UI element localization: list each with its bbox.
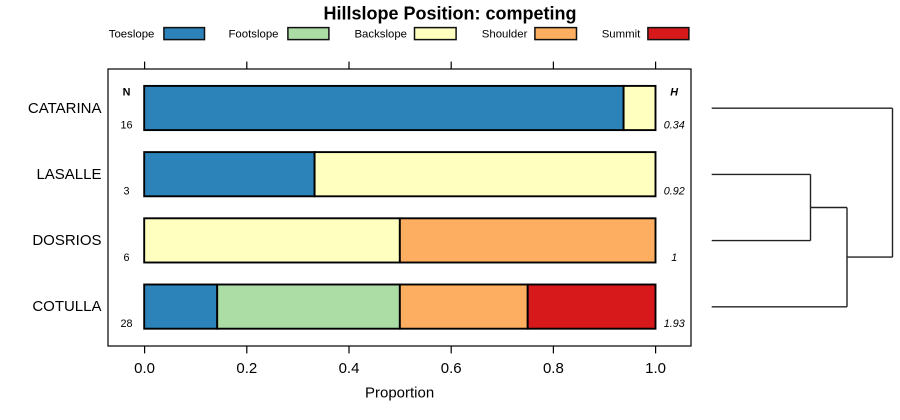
svg-text:Proportion: Proportion (365, 385, 434, 402)
svg-text:Footslope: Footslope (228, 29, 278, 41)
svg-text:6: 6 (123, 252, 129, 264)
svg-text:Backslope: Backslope (354, 29, 407, 41)
svg-text:N: N (123, 87, 131, 99)
svg-text:COTULLA: COTULLA (32, 298, 101, 315)
svg-text:1.0: 1.0 (645, 360, 666, 377)
svg-text:16: 16 (120, 119, 132, 131)
svg-text:1: 1 (671, 252, 677, 264)
svg-text:H: H (670, 87, 678, 99)
svg-text:0.34: 0.34 (664, 119, 685, 131)
svg-text:Shoulder: Shoulder (482, 29, 528, 41)
svg-text:28: 28 (120, 318, 132, 330)
svg-text:CATARINA: CATARINA (28, 100, 102, 117)
svg-text:1.93: 1.93 (664, 318, 685, 330)
svg-text:Toeslope: Toeslope (109, 29, 155, 41)
svg-text:LASALLE: LASALLE (36, 166, 101, 183)
svg-text:Summit: Summit (602, 29, 641, 41)
svg-text:DOSRIOS: DOSRIOS (32, 232, 101, 249)
svg-text:0.92: 0.92 (664, 186, 685, 198)
svg-text:0.8: 0.8 (543, 360, 564, 377)
svg-text:0.2: 0.2 (236, 360, 257, 377)
svg-text:0.4: 0.4 (339, 360, 360, 377)
svg-text:Hillslope Position: competing: Hillslope Position: competing (323, 3, 576, 23)
svg-text:0.6: 0.6 (441, 360, 462, 377)
svg-text:3: 3 (123, 186, 129, 198)
svg-text:0.0: 0.0 (134, 360, 155, 377)
